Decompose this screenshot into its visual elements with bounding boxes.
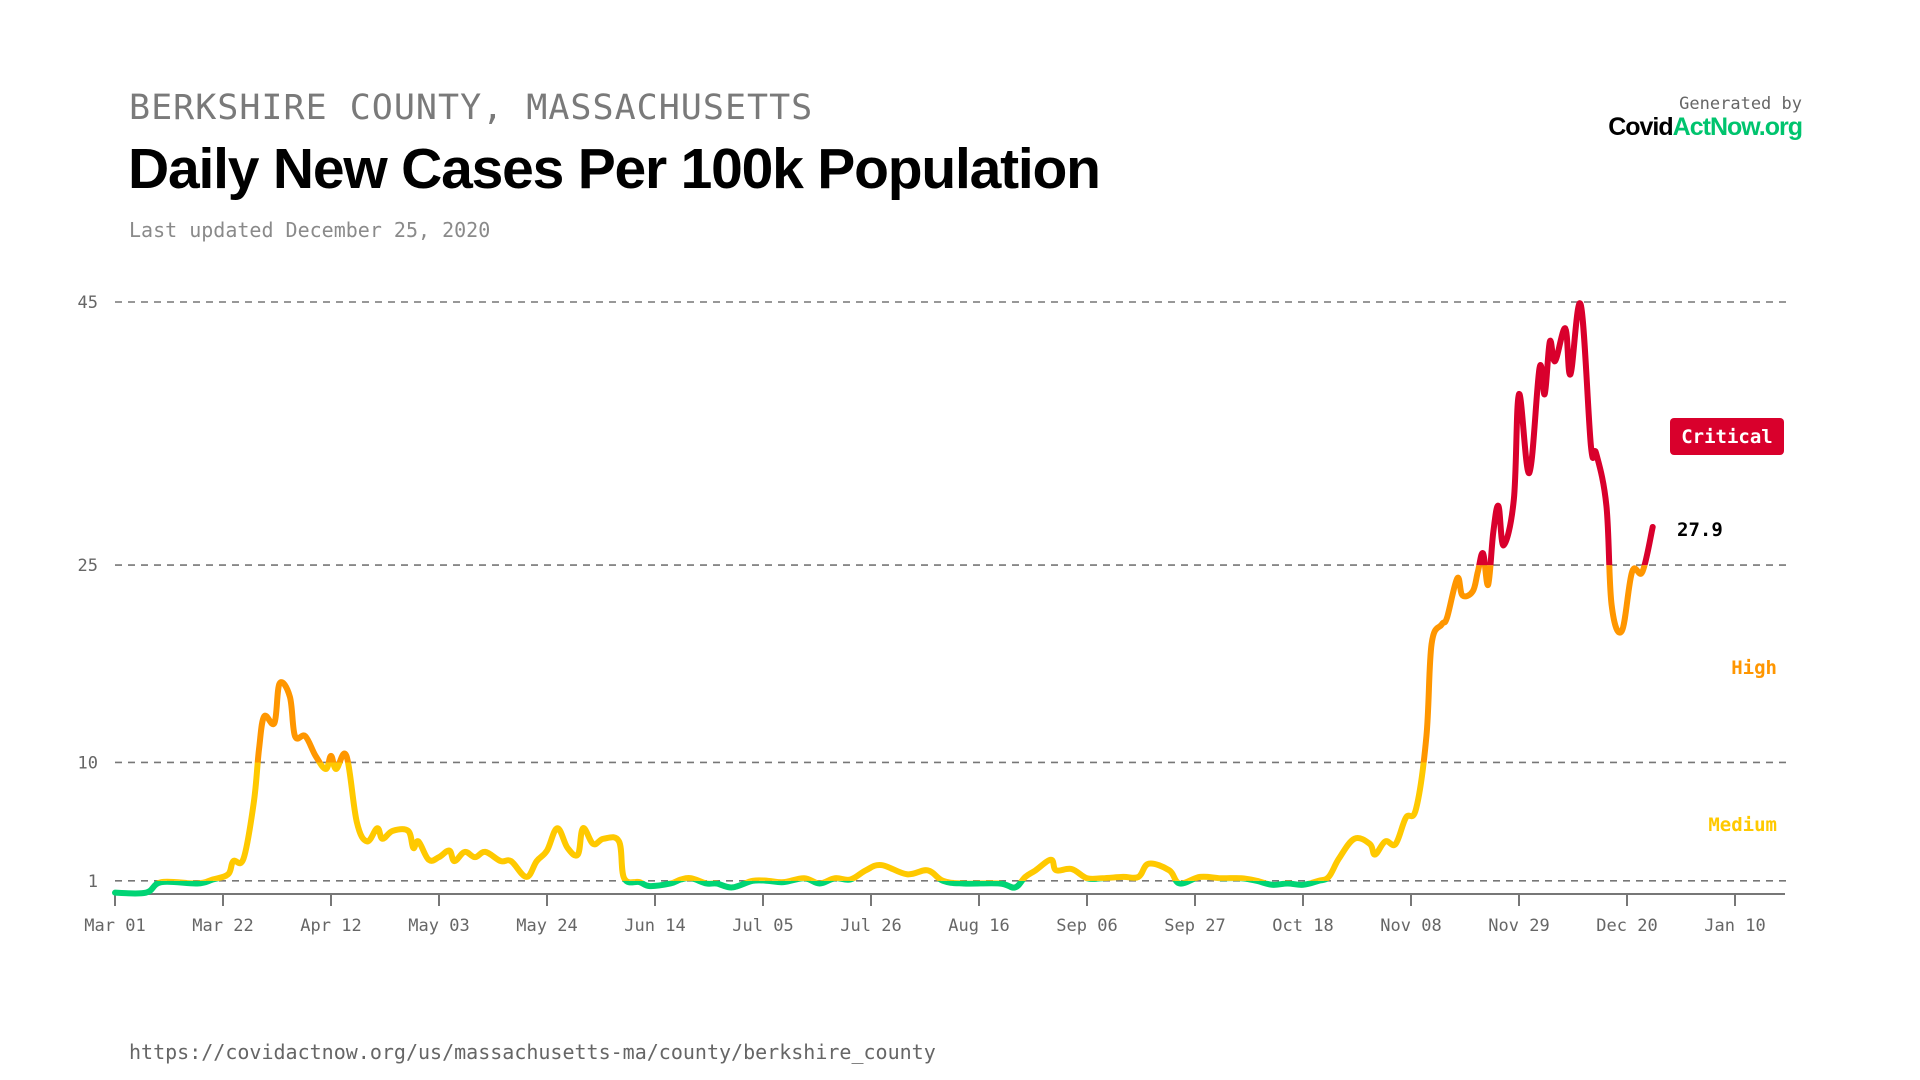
series-line-high [254,565,1648,763]
brand-logo: CovidActNow.org [1608,113,1803,142]
source-url: https://covidactnow.org/us/massachusetts… [129,1040,936,1064]
x-tick-label: Sep 27 [1164,916,1225,936]
y-tick-label: 45 [78,293,98,313]
x-tick-label: Jul 05 [732,916,793,936]
x-tick-label: Nov 29 [1488,916,1549,936]
series-line-critical [1476,300,1656,566]
brand-logo-part1: Covid [1608,113,1673,141]
series-line-low [112,880,1329,897]
x-tick-label: May 24 [516,916,577,936]
generated-by-label: Generated by [1679,94,1802,114]
critical-badge [1670,418,1784,455]
x-tick-label: Jan 10 [1704,916,1765,936]
high-label: High [1731,657,1777,679]
x-tick-label: Apr 12 [300,916,361,936]
last-value-label: 27.9 [1677,519,1723,541]
x-tick-label: Oct 18 [1272,916,1333,936]
y-tick-label: 10 [78,753,98,773]
x-tick-label: Jul 26 [840,916,901,936]
x-tick-label: Sep 06 [1056,916,1117,936]
x-tick-label: Aug 16 [948,916,1009,936]
y-tick-label: 1 [88,872,98,892]
medium-label: Medium [1708,814,1777,836]
x-tick-label: Dec 20 [1596,916,1657,936]
x-tick-label: Jun 14 [624,916,685,936]
critical-label: Critical [1681,426,1773,448]
last-updated: Last updated December 25, 2020 [129,218,491,242]
series-line-medium [156,762,1427,881]
y-tick-label: 25 [78,556,98,576]
region-subtitle: BERKSHIRE COUNTY, MASSACHUSETTS [129,88,814,128]
x-tick-label: May 03 [408,916,469,936]
x-tick-label: Mar 01 [84,916,145,936]
brand-logo-part2: ActNow.org [1672,113,1803,141]
x-tick-label: Nov 08 [1380,916,1441,936]
chart-title: Daily New Cases Per 100k Population [128,137,1101,201]
x-tick-label: Mar 22 [192,916,253,936]
